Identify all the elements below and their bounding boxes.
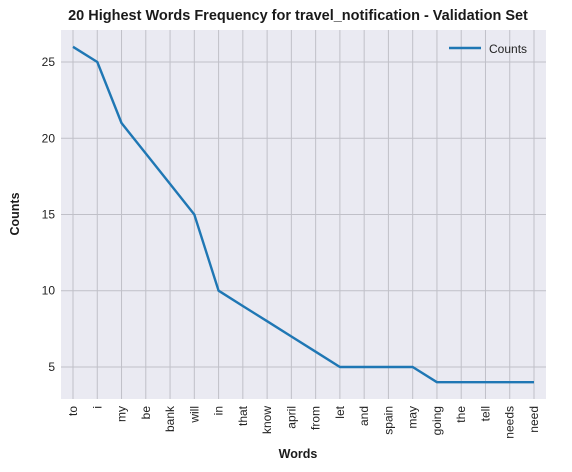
x-tick-label: may xyxy=(406,406,420,429)
x-tick-label: be xyxy=(139,406,153,420)
x-tick-label: april xyxy=(284,406,298,429)
y-tick-label: 15 xyxy=(42,208,56,222)
x-tick-label: need xyxy=(527,406,541,433)
x-tick-label: my xyxy=(115,406,129,422)
x-tick-label: needs xyxy=(503,406,517,439)
x-tick-label: i xyxy=(90,406,104,409)
x-tick-label: spain xyxy=(381,406,395,435)
y-axis-label: Counts xyxy=(8,192,22,235)
legend: Counts xyxy=(449,42,527,56)
x-axis-ticks: to i my be bank will in that know april from let and… xyxy=(66,405,541,439)
x-axis-label: Words xyxy=(279,447,318,461)
y-tick-label: 20 xyxy=(42,131,56,145)
x-tick-label: let xyxy=(333,405,347,418)
x-tick-label: will xyxy=(187,406,201,424)
legend-label-counts: Counts xyxy=(489,42,527,56)
y-tick-label: 5 xyxy=(48,360,55,374)
x-tick-label: tell xyxy=(478,406,492,421)
y-tick-label: 25 xyxy=(42,55,56,69)
y-tick-label: 10 xyxy=(42,284,56,298)
series-line-counts xyxy=(72,45,534,384)
x-tick-label: going xyxy=(430,406,444,435)
x-tick-label: that xyxy=(236,405,250,426)
y-axis-ticks: 5 10 15 20 25 xyxy=(42,55,56,374)
chart-title: 20 Highest Words Frequency for travel_no… xyxy=(68,8,528,24)
x-tick-label: from xyxy=(309,406,323,430)
x-tick-label: know xyxy=(260,406,274,434)
x-tick-label: bank xyxy=(163,405,177,432)
x-tick-label: the xyxy=(454,406,468,423)
x-tick-label: to xyxy=(66,406,80,416)
x-tick-label: and xyxy=(357,406,371,426)
x-tick-label: in xyxy=(212,406,226,415)
